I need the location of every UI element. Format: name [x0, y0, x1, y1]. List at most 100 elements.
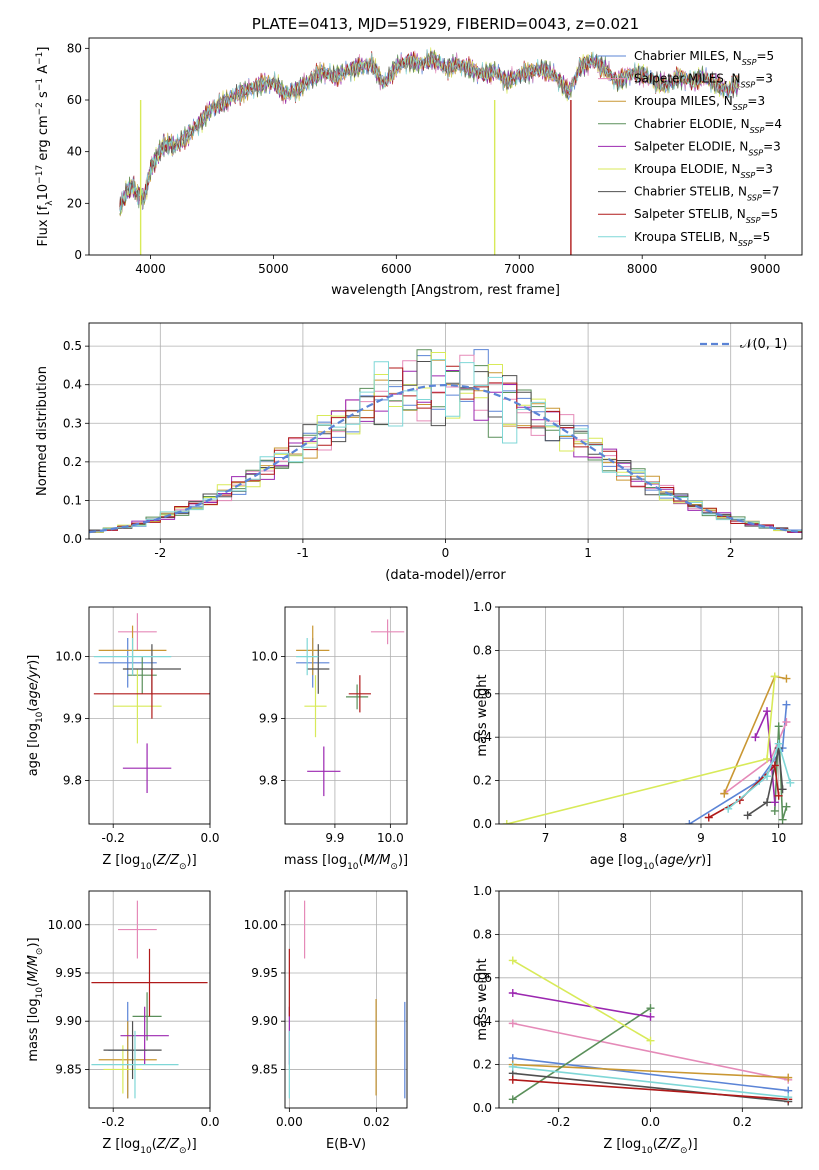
error-point [370, 619, 405, 645]
weight-marker [770, 798, 779, 807]
y-tick-label: 1.0 [473, 600, 492, 614]
error-point [91, 948, 208, 1017]
y-tick-label: 0.2 [63, 455, 82, 469]
error-bars [93, 613, 210, 793]
weight-line [506, 676, 776, 824]
y-tick-label: 10.00 [244, 918, 278, 932]
x-axis-label: Z [log10(Z/Z⊙)] [102, 853, 196, 872]
error-point [348, 675, 371, 713]
x-tick-label: 0.0 [200, 1115, 219, 1129]
weight-marker [508, 1075, 517, 1084]
axes-frame [284, 890, 408, 1109]
y-tick-label: 9.8 [259, 774, 278, 788]
y-tick-label: 0.4 [473, 730, 492, 744]
axes-frame [498, 606, 803, 825]
y-axis-label: mass weight [475, 958, 490, 1040]
y-tick-label: 0.8 [473, 643, 492, 657]
x-axis-label: Z [log10(Z/Z⊙)] [603, 1137, 697, 1156]
weight-marker [782, 802, 791, 811]
y-tick-label: 9.9 [259, 712, 278, 726]
weight-marker [782, 674, 791, 683]
y-tick-label: 9.8 [63, 774, 82, 788]
legend-label: 𝒩(0, 1) [740, 337, 787, 352]
error-point [93, 638, 172, 676]
weight-marker [704, 813, 713, 822]
weight-line [512, 1057, 789, 1092]
x-tick-label: 0.2 [733, 1115, 752, 1129]
x-tick-label: 2 [727, 546, 735, 560]
weight-vs-metallicity-panel: -0.2 0.0 0.2 0.0 0.2 0.4 0.6 0.8 1.0 Z [log10(Z/Z… [473, 884, 803, 1156]
weight-marker [770, 806, 779, 815]
weight-lines [508, 956, 793, 1106]
x-axis-label: Z [log10(Z/Z⊙)] [102, 1137, 196, 1156]
y-axis-label: age [log10(age/yr)] [26, 655, 45, 777]
spectrum-panel: 4000 5000 6000 7000 8000 9000 0 20 40 60 80 PLATE=0… [35, 15, 803, 298]
error-point [103, 1021, 162, 1080]
x-tick-label: 0.0 [641, 1115, 660, 1129]
weight-line [512, 959, 651, 1042]
legend-label: Kroupa STELIB, NSSP=5 [634, 230, 770, 248]
error-point [98, 638, 157, 688]
x-tick-label: -0.2 [547, 1115, 570, 1129]
weight-line [512, 1007, 651, 1100]
axes-frame [88, 322, 803, 540]
y-tick-label: 9.95 [251, 966, 278, 980]
x-axis-label: E(B-V) [326, 1137, 366, 1152]
weight-marker [646, 1004, 655, 1013]
weight-marker [782, 700, 791, 709]
y-axis-label: Normed distribution [35, 366, 50, 496]
x-tick-label: 8 [619, 831, 627, 845]
y-tick-label: 40 [67, 145, 82, 159]
axes-frame [88, 37, 803, 256]
x-tick-label: -0.2 [101, 1115, 124, 1129]
weight-line [512, 1063, 789, 1079]
spectrum-lines [119, 47, 740, 255]
x-axis-label: mass [log10(M/M⊙)] [284, 853, 408, 872]
x-tick-label: 9 [697, 831, 705, 845]
legend-label: Chabrier STELIB, NSSP=7 [634, 185, 779, 203]
x-tick-label: -0.2 [101, 831, 124, 845]
y-tick-label: 9.90 [251, 1014, 278, 1028]
legend-label: Chabrier MILES, NSSP=5 [634, 49, 774, 67]
weight-marker [763, 754, 772, 763]
error-point [103, 1045, 143, 1094]
y-tick-label: 9.95 [55, 966, 82, 980]
error-point [91, 1030, 179, 1099]
weight-marker [508, 956, 517, 965]
age-vs-metallicity-panel: -0.2 0.0 9.8 9.9 10.0 Z [log10(Z/Z⊙)] age [log… [26, 606, 220, 872]
weight-marker [786, 778, 795, 787]
weight-marker [646, 1012, 655, 1021]
x-tick-label: 0.0 [200, 831, 219, 845]
y-tick-label: 1.0 [473, 884, 492, 898]
y-tick-label: 0.0 [473, 1101, 492, 1115]
error-point [118, 900, 157, 959]
weight-marker [784, 1093, 793, 1102]
legend-label: Kroupa MILES, NSSP=3 [634, 94, 765, 112]
error-point [304, 675, 327, 738]
weight-marker [774, 722, 783, 731]
y-tick-label: 10.0 [251, 650, 278, 664]
x-tick-label: 0.00 [276, 1115, 303, 1129]
x-tick-label: -1 [297, 546, 309, 560]
weight-line [512, 1079, 789, 1101]
weight-marker [502, 820, 511, 824]
x-axis-label: age [log10(age/yr)] [590, 853, 712, 872]
legend-label: Salpeter MILES, NSSP=3 [634, 72, 773, 90]
error-point [93, 669, 210, 719]
weight-marker [774, 791, 783, 800]
weight-marker [508, 988, 517, 997]
y-tick-label: 9.85 [251, 1062, 278, 1076]
y-tick-label: 60 [67, 93, 82, 107]
mass-vs-metallicity-panel: -0.2 0.0 9.85 9.90 9.95 10.00 Z [log10(Z/Z⊙)] m… [26, 890, 220, 1156]
y-tick-label: 0.2 [473, 774, 492, 788]
y-tick-label: 0.0 [63, 532, 82, 546]
weight-marker [770, 761, 779, 770]
residuals-panel: -2 -1 0 1 2 0.0 0.1 0.2 0.3 0.4 0.5 (data-model)/er… [35, 322, 803, 583]
x-tick-label: 9.9 [325, 831, 344, 845]
error-point [120, 1006, 169, 1065]
error-point [307, 644, 330, 694]
error-point [98, 1021, 157, 1099]
y-tick-label: 9.90 [55, 1014, 82, 1028]
weight-line [727, 741, 792, 810]
